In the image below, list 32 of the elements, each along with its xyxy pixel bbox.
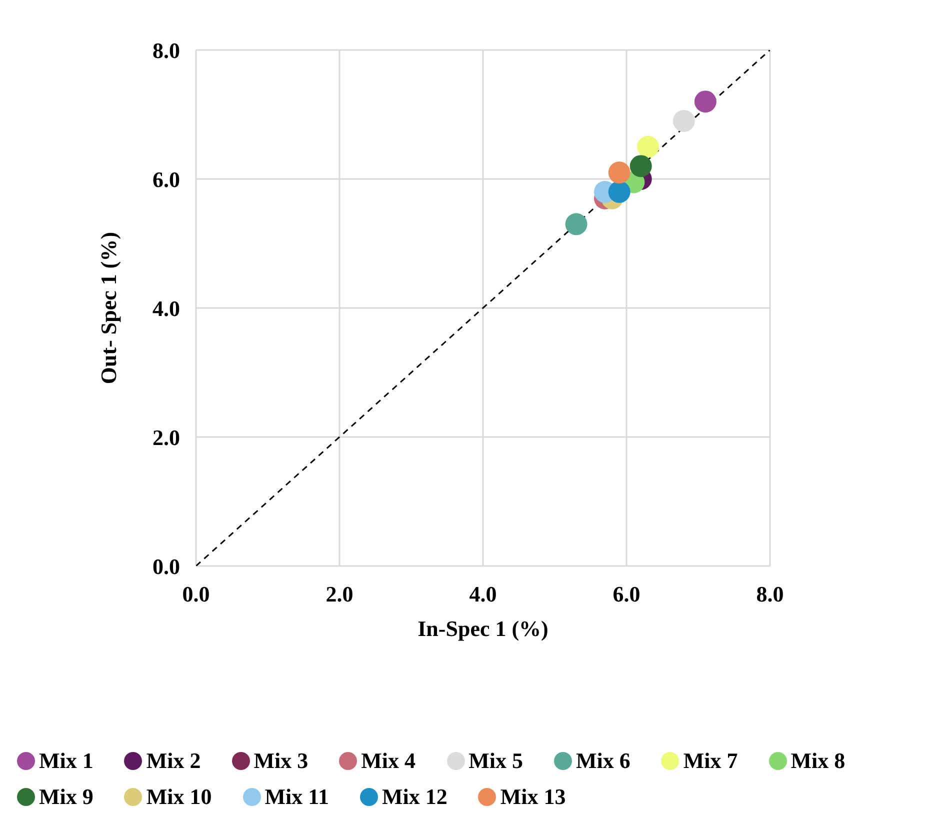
legend-label: Mix 3 (254, 748, 308, 774)
x-axis-title: In-Spec 1 (%) (418, 616, 548, 641)
x-tick-label: 8.0 (756, 582, 784, 607)
x-tick-label: 6.0 (612, 582, 640, 607)
point (637, 136, 660, 158)
legend-label: Mix 9 (39, 784, 94, 810)
legend-label: Mix 2 (146, 748, 201, 774)
legend-label: Mix 8 (790, 748, 846, 774)
point (630, 155, 652, 178)
legend-label: Mix 4 (361, 748, 416, 774)
legend-label: Mix 11 (264, 784, 329, 810)
y-axis-title: Out- Spec 1 (%) (96, 232, 121, 384)
x-tick-label: 2.0 (326, 582, 354, 607)
y-tick-label: 4.0 (152, 296, 180, 321)
y-tick-label: 0.0 (152, 554, 180, 579)
legend-label: Mix 5 (468, 748, 523, 774)
point (694, 90, 716, 113)
y-tick-label: 2.0 (152, 424, 180, 450)
x-tick-label: 4.0 (469, 582, 497, 607)
point (608, 162, 630, 184)
y-tick-label: 8.0 (152, 38, 180, 63)
legend-label: Mix 13 (500, 784, 566, 810)
x-tick-label: 0.0 (182, 582, 210, 607)
point (565, 213, 588, 236)
legend-label: Mix 1 (39, 748, 94, 774)
legend-label: Mix 10 (146, 784, 212, 810)
point (672, 110, 695, 132)
legend-label: Mix 6 (576, 748, 630, 774)
legend-label: Mix 7 (683, 748, 738, 774)
point (608, 180, 630, 203)
legend-label: Mix 12 (382, 784, 448, 810)
y-tick-label: 6.0 (152, 166, 180, 192)
